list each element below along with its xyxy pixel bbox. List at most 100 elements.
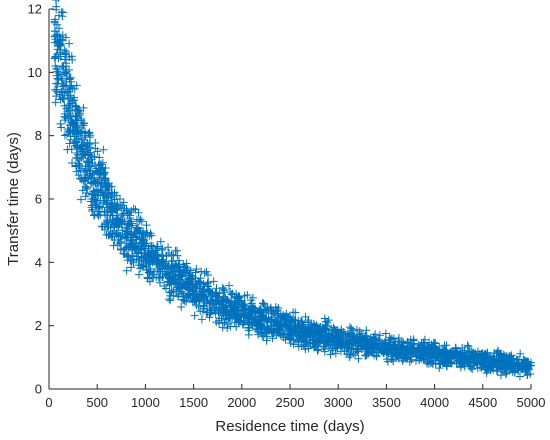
data-point (123, 224, 132, 233)
data-point (324, 316, 333, 325)
data-point (79, 119, 88, 127)
data-point (156, 237, 165, 246)
data-point (110, 205, 119, 214)
data-point (55, 0, 57, 3)
data-point (84, 151, 93, 160)
data-point (66, 106, 75, 115)
data-point (131, 205, 140, 214)
data-point (173, 283, 182, 292)
data-point (116, 232, 125, 241)
data-point (175, 290, 184, 298)
data-point (479, 361, 488, 370)
data-point (128, 251, 137, 260)
data-point (423, 346, 432, 355)
x-tick-label: 2000 (227, 395, 256, 410)
data-point (91, 144, 100, 153)
data-point (154, 256, 163, 265)
data-point (245, 308, 254, 317)
data-point (260, 300, 269, 309)
data-point (203, 308, 212, 317)
data-point (189, 286, 198, 295)
data-point (306, 327, 315, 336)
data-point (346, 340, 355, 349)
data-point (53, 79, 62, 88)
data-point (234, 292, 243, 301)
data-point (184, 293, 193, 302)
data-point (105, 190, 114, 199)
data-point (141, 248, 150, 257)
data-point (81, 127, 90, 136)
data-point (230, 318, 239, 327)
data-point (126, 233, 135, 241)
data-point (66, 135, 75, 144)
data-point (63, 88, 72, 97)
data-point (56, 48, 65, 57)
x-tick-label: 4000 (420, 395, 449, 410)
data-point (220, 318, 229, 327)
data-point (163, 270, 172, 279)
data-point (320, 324, 329, 333)
data-point (79, 176, 88, 185)
data-point (463, 341, 472, 350)
data-point (200, 269, 209, 278)
data-point (95, 153, 104, 162)
data-point (314, 331, 323, 340)
data-point (527, 361, 535, 370)
data-point (186, 273, 195, 282)
data-point (55, 24, 64, 33)
data-point (59, 62, 68, 70)
data-point (71, 101, 80, 110)
data-point (195, 296, 204, 305)
data-point (52, 71, 61, 80)
data-point (359, 342, 368, 351)
y-tick-label: 8 (35, 128, 42, 143)
data-point (81, 192, 90, 201)
data-point (508, 355, 517, 364)
data-point (194, 302, 203, 311)
data-point (80, 149, 89, 158)
data-point (93, 179, 102, 188)
x-tick-label: 4500 (468, 395, 497, 410)
data-point (51, 98, 60, 107)
data-point (492, 363, 501, 372)
data-point (468, 365, 477, 374)
data-point (253, 325, 262, 334)
data-point (142, 262, 151, 271)
data-point (191, 274, 200, 283)
data-point (411, 348, 420, 357)
x-tick-label: 2500 (276, 395, 305, 410)
data-point (501, 360, 510, 369)
data-point (58, 76, 67, 85)
data-point (153, 265, 162, 274)
data-point (74, 106, 83, 115)
data-point (277, 314, 286, 323)
data-point (125, 220, 134, 229)
data-point (382, 355, 391, 364)
data-point (243, 291, 252, 300)
data-point (200, 285, 209, 294)
data-point (523, 362, 532, 371)
data-point (483, 348, 492, 357)
data-point (370, 334, 379, 343)
data-point (458, 343, 467, 352)
data-point (137, 217, 146, 226)
data-point (100, 169, 109, 178)
data-point (442, 341, 451, 350)
data-point (153, 251, 162, 260)
data-point (96, 211, 105, 220)
data-point (60, 131, 69, 140)
data-point (83, 157, 92, 165)
y-tick-label: 0 (35, 382, 42, 397)
x-tick-label: 5000 (517, 395, 546, 410)
data-point (498, 354, 507, 363)
data-point (171, 267, 180, 276)
data-point (101, 173, 110, 182)
data-point (345, 332, 354, 341)
data-point (152, 242, 161, 251)
data-point (237, 302, 246, 311)
data-point (133, 223, 142, 232)
data-point (511, 367, 520, 376)
data-point (110, 188, 119, 197)
data-point (363, 345, 372, 354)
